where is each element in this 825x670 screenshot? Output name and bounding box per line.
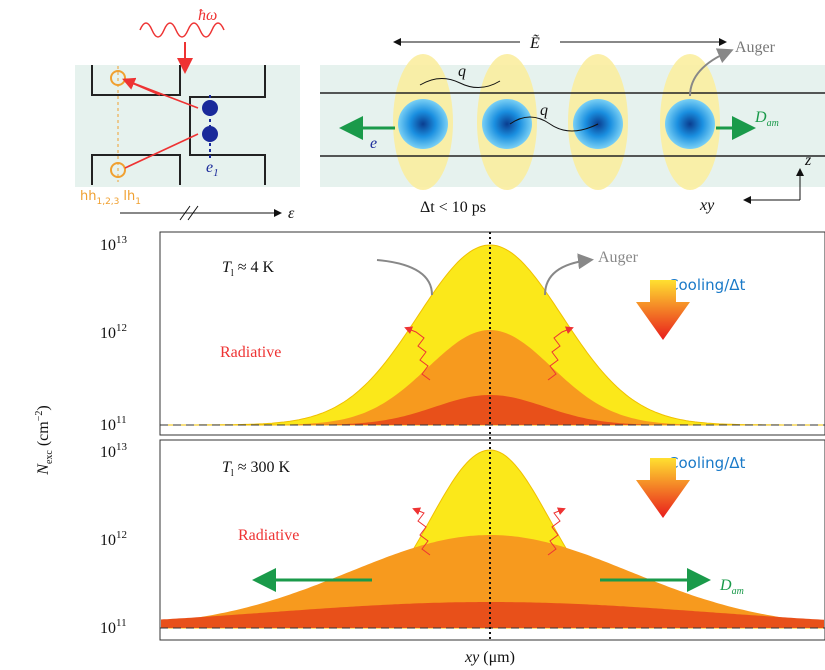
y-tick-label: 1011: [100, 617, 127, 637]
q-lower: q: [540, 102, 548, 119]
lh: lh: [123, 189, 135, 204]
electron-label: e: [370, 135, 377, 152]
temperature: Tl ≈ 4 K: [222, 259, 274, 279]
e1: e: [206, 159, 213, 176]
curve: [161, 395, 824, 425]
lh-sub: 1: [135, 197, 141, 207]
tick-exp: 13: [116, 441, 128, 453]
tick-exp: 11: [116, 414, 127, 426]
tick-exp: 12: [116, 322, 127, 334]
dam-label: Dam: [719, 577, 744, 597]
t-rest: ≈ 300 K: [234, 459, 291, 476]
tick-base: 10: [100, 620, 116, 637]
tick-base: 10: [100, 325, 116, 342]
y-axis-label: Nexc (cm−2): [34, 405, 55, 475]
xy-axis: xy: [699, 197, 715, 214]
cooling: Cooling/Δt: [668, 276, 746, 294]
dam-sub: am: [767, 118, 779, 129]
y-tick-label: 1011: [100, 414, 127, 434]
n-sub: exc: [44, 450, 55, 464]
tick-exp: 11: [116, 617, 127, 629]
tick-exp: 12: [116, 529, 127, 541]
y-tick-label: 1013: [100, 234, 128, 254]
tick-base: 10: [100, 417, 116, 434]
hh-sub: 1,2,3: [96, 197, 119, 207]
unit: (μm): [479, 649, 515, 666]
y-tick-label: 1012: [100, 322, 127, 342]
dam: D: [754, 109, 767, 126]
hh-label: hh1,2,3 lh1: [80, 189, 141, 207]
energy-axis-label: ε: [288, 205, 295, 222]
unit: (cm: [35, 421, 52, 450]
auger: Auger: [598, 249, 639, 266]
field-label: Ẽ: [529, 34, 540, 52]
y-tick-label: 1012: [100, 529, 127, 549]
q-upper: q: [458, 63, 466, 80]
radiative: Radiative: [220, 344, 281, 361]
unit-exp: −2: [34, 411, 45, 422]
dam: D: [719, 577, 732, 594]
temperature: Tl ≈ 300 K: [222, 459, 290, 479]
cooling: Cooling/Δt: [668, 454, 746, 472]
unit-close: ): [35, 405, 52, 410]
time-label: Δt < 10 ps: [420, 199, 486, 216]
space-diagram: Ẽ Auger q q e Dam Δt < 10 ps xy z: [320, 34, 825, 216]
tick-base: 10: [100, 532, 116, 549]
photon-label: ħω: [198, 7, 217, 24]
xy: xy: [464, 649, 480, 666]
e1-sub: 1: [213, 167, 219, 179]
y-tick-label: 1013: [100, 441, 128, 461]
x-axis-label: xy (μm): [464, 649, 515, 666]
t-rest: ≈ 4 K: [234, 259, 275, 276]
tick-base: 10: [100, 237, 116, 254]
curves: [161, 245, 824, 628]
tick-base: 10: [100, 444, 116, 461]
tick-exp: 13: [116, 234, 128, 246]
figure: ħω e1 hh1,2,3lh1 ε Ẽ Auger q q e Dam Δt …: [0, 0, 825, 670]
radiative: Radiative: [238, 527, 299, 544]
hh: hh: [80, 189, 96, 204]
dam-sub: am: [732, 586, 744, 597]
auger-label: Auger: [735, 39, 776, 56]
z-axis: z: [804, 152, 812, 169]
